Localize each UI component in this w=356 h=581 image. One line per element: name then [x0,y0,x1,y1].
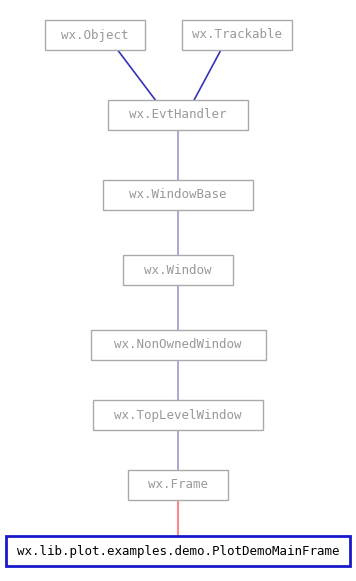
FancyArrowPatch shape [96,21,178,130]
Text: wx.Window: wx.Window [144,264,212,277]
FancyArrowPatch shape [171,102,185,210]
FancyBboxPatch shape [123,255,233,285]
Text: wx.WindowBase: wx.WindowBase [129,188,227,202]
Text: wx.Frame: wx.Frame [148,479,208,492]
FancyArrowPatch shape [178,21,238,130]
FancyBboxPatch shape [90,330,266,360]
Text: wx.NonOwnedWindow: wx.NonOwnedWindow [114,339,242,352]
Text: wx.Object: wx.Object [61,28,129,41]
FancyBboxPatch shape [45,20,145,50]
Text: wx.EvtHandler: wx.EvtHandler [129,109,227,121]
FancyArrowPatch shape [171,472,185,566]
FancyBboxPatch shape [103,180,253,210]
FancyBboxPatch shape [93,400,263,430]
FancyBboxPatch shape [108,100,248,130]
FancyArrowPatch shape [171,256,185,360]
Text: wx.Trackable: wx.Trackable [192,28,282,41]
FancyArrowPatch shape [171,181,185,285]
FancyArrowPatch shape [171,401,185,500]
FancyBboxPatch shape [182,20,292,50]
FancyBboxPatch shape [128,470,228,500]
Text: wx.lib.plot.examples.demo.PlotDemoMainFrame: wx.lib.plot.examples.demo.PlotDemoMainFr… [17,544,339,558]
FancyArrowPatch shape [171,331,185,430]
FancyBboxPatch shape [6,536,350,566]
Text: wx.TopLevelWindow: wx.TopLevelWindow [114,408,242,421]
